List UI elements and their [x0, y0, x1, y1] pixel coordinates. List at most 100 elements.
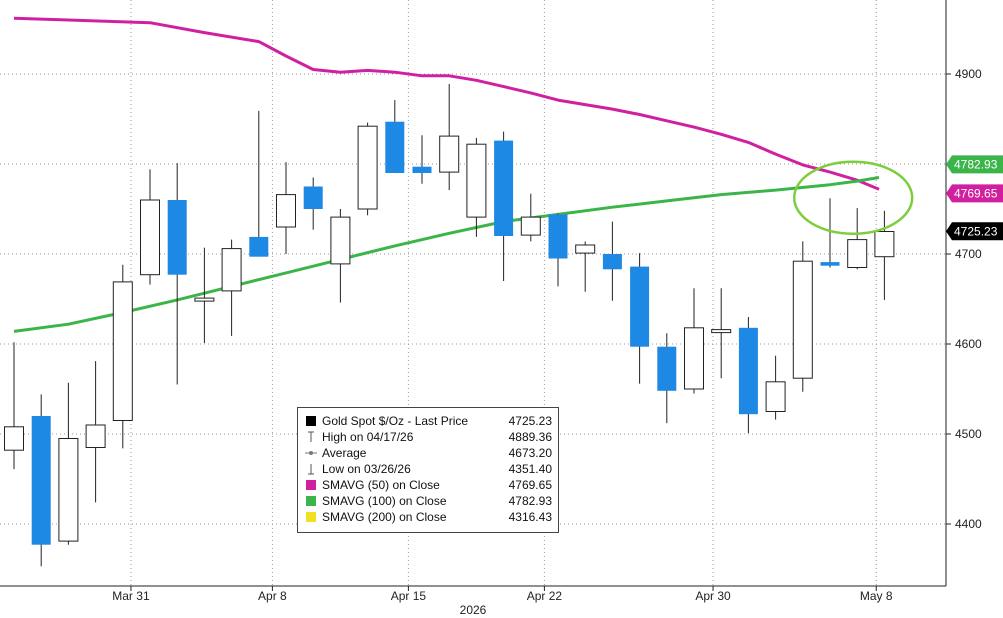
sma100-last-label: 4782.93	[946, 155, 1003, 174]
legend-label: SMAVG (200) on Close	[322, 510, 447, 524]
candle-body-down	[31, 416, 51, 545]
legend-row-sma200: SMAVG (200) on Close 4316.43	[304, 509, 552, 525]
candle	[575, 241, 596, 292]
last-label-box	[946, 184, 1003, 203]
candle-body-down	[303, 186, 323, 209]
legend-value: 4782.93	[508, 494, 552, 508]
legend-row-last-price: Gold Spot $/Oz - Last Price 4725.23	[304, 413, 552, 429]
x-tick-label: Apr 22	[527, 589, 563, 603]
candle-body-down	[820, 262, 840, 266]
sma-50-line	[13, 16, 880, 191]
magenta-square-icon	[304, 479, 318, 491]
legend-label: SMAVG (100) on Close	[322, 494, 447, 508]
average-marker-icon	[304, 447, 318, 459]
price-last-label: 4725.23	[946, 222, 1003, 241]
legend-value: 4351.40	[508, 462, 552, 476]
candle-body-down	[630, 266, 650, 347]
legend-label: Gold Spot $/Oz - Last Price	[322, 414, 469, 428]
candle-body-down	[249, 236, 269, 257]
last-label-text: 4725.23	[954, 224, 998, 238]
last-label-box	[946, 155, 1003, 174]
candle	[221, 239, 242, 336]
candle-body-up	[194, 297, 215, 302]
candle-body-down	[657, 346, 677, 391]
candle	[167, 163, 187, 385]
candle	[330, 209, 351, 303]
candle-body-up	[847, 239, 868, 269]
high-marker-icon	[304, 431, 318, 443]
candle-body-up	[575, 244, 596, 254]
candle	[711, 288, 732, 379]
candle	[630, 253, 650, 384]
chart-legend: Gold Spot $/Oz - Last Price 4725.23 High…	[297, 407, 559, 533]
candlesticks	[4, 83, 895, 567]
y-axis-ticks: 440045004600470048004900	[946, 67, 982, 531]
candle-body-up	[874, 231, 895, 258]
candle	[58, 382, 79, 545]
candle-body-up	[357, 125, 378, 210]
highlight-circle	[792, 160, 914, 235]
x-tick-label: Mar 31	[112, 589, 150, 603]
candle-body-up	[85, 424, 106, 448]
candle-body-up	[684, 327, 704, 390]
legend-label: Low on 03/26/26	[322, 462, 411, 476]
candle	[874, 210, 895, 300]
candle-body-up	[765, 381, 786, 412]
last-label-text: 4782.93	[954, 157, 998, 171]
candle-body-up	[112, 281, 133, 421]
candle	[494, 131, 514, 281]
legend-value: 4725.23	[508, 414, 552, 428]
x-tick-label: Apr 30	[695, 589, 731, 603]
candle-body-down	[548, 214, 568, 259]
legend-value: 4889.36	[508, 430, 552, 444]
yellow-square-icon	[304, 511, 318, 523]
candle	[602, 221, 622, 301]
candle-body-down	[602, 254, 622, 270]
candle	[303, 177, 323, 230]
last-label-box	[946, 222, 1003, 241]
candle	[439, 83, 460, 191]
candle-body-up	[330, 216, 351, 265]
x-tick-label: Apr 15	[391, 589, 427, 603]
candle-body-up	[221, 248, 242, 292]
candle-body-down	[494, 140, 514, 236]
candle	[357, 122, 378, 216]
candle	[4, 342, 24, 470]
legend-label: SMAVG (50) on Close	[322, 478, 440, 492]
candle-body-up	[276, 194, 296, 228]
candle	[684, 288, 704, 394]
highlight-ellipse	[792, 160, 914, 235]
candle	[765, 355, 786, 420]
candle-body-up	[140, 199, 160, 276]
low-marker-icon	[304, 463, 318, 475]
candle-body-down	[738, 327, 758, 415]
candle-body-down	[385, 121, 405, 173]
candle	[249, 110, 269, 257]
y-tick-label: 4700	[955, 247, 982, 261]
legend-label: High on 04/17/26	[322, 430, 414, 444]
y-tick-label: 4500	[955, 427, 982, 441]
x-axis-ticks: Mar 31 Apr 8 Apr 15 Apr 22 Apr 30 May 8	[112, 586, 893, 603]
legend-row-high: High on 04/17/26 4889.36	[304, 429, 552, 445]
moving-average-lines	[13, 16, 880, 333]
candle	[31, 394, 51, 567]
y-tick-label: 4600	[955, 337, 982, 351]
axes	[0, 0, 947, 587]
sma50-last-label: 4769.65	[946, 184, 1003, 203]
x-tick-label: Apr 8	[258, 589, 287, 603]
black-square-icon	[304, 415, 318, 427]
last-value-labels: 4782.93 4769.65 4725.23	[946, 155, 1003, 241]
candle	[385, 100, 405, 173]
candle-body-up	[58, 438, 79, 542]
candle-body-up	[466, 143, 487, 218]
candle	[276, 162, 296, 254]
last-label-text: 4769.65	[954, 186, 998, 200]
y-tick-label: 4400	[955, 517, 982, 531]
legend-label: Average	[322, 446, 367, 460]
candle	[738, 317, 758, 434]
candle-body-up	[520, 216, 541, 236]
candle	[412, 135, 432, 184]
candle-body-up	[439, 135, 460, 173]
legend-row-low: Low on 03/26/26 4351.40	[304, 461, 552, 477]
legend-value: 4769.65	[508, 478, 552, 492]
